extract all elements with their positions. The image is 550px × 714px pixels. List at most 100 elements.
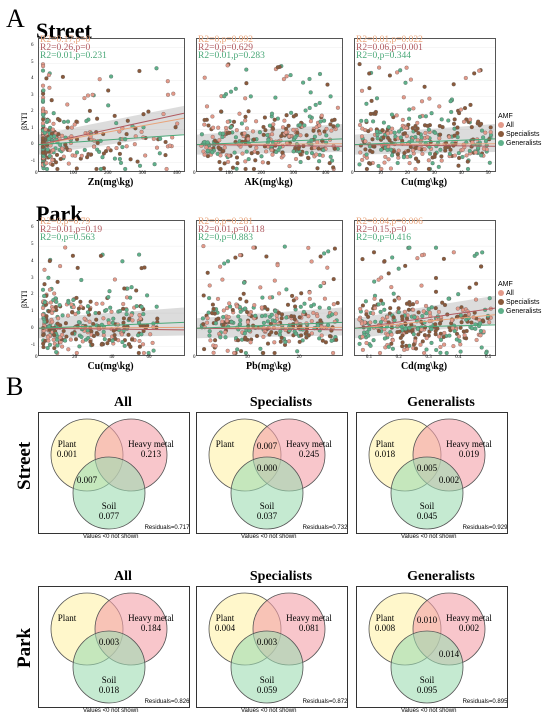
data-point [66, 300, 71, 305]
data-point [419, 327, 424, 332]
data-point [334, 337, 339, 342]
center-value: 0.000 [257, 463, 278, 473]
regression-stat: R2=0,p=0.883 [198, 233, 254, 243]
data-point [426, 158, 431, 163]
center-value: 0.003 [257, 637, 278, 647]
data-point [40, 150, 46, 155]
data-point [473, 297, 479, 302]
data-point [301, 309, 306, 314]
data-point [42, 282, 47, 287]
data-point [253, 313, 258, 318]
data-point [472, 71, 477, 76]
data-point [360, 347, 365, 352]
data-point [304, 329, 309, 334]
data-point [67, 148, 73, 153]
data-point [121, 301, 126, 307]
y-tick-label: 0 [31, 142, 34, 148]
data-point [237, 253, 243, 258]
data-point [298, 304, 303, 309]
data-point [78, 299, 83, 304]
data-point [100, 301, 105, 306]
data-point [264, 254, 269, 259]
data-point [397, 329, 402, 334]
data-point [261, 334, 266, 339]
data-point [101, 316, 106, 321]
data-point [307, 290, 312, 295]
data-point [248, 94, 253, 99]
data-point [461, 119, 467, 124]
data-point [150, 340, 155, 345]
data-point [44, 161, 49, 166]
data-point [228, 89, 234, 94]
data-point [70, 253, 75, 258]
data-point [118, 160, 124, 165]
data-point [460, 154, 465, 160]
y-tick-label: 6 [31, 225, 34, 231]
data-point [217, 159, 222, 165]
x-tick-label: 0.1 [365, 355, 373, 360]
data-point [238, 322, 243, 327]
data-point [98, 166, 103, 171]
data-point [415, 326, 420, 331]
data-point [151, 348, 156, 353]
data-point [114, 146, 119, 151]
data-point [389, 332, 394, 337]
scatter-svg [39, 46, 184, 171]
fit-line [355, 138, 495, 146]
data-point [319, 113, 324, 118]
data-point [452, 328, 457, 334]
data-point [215, 296, 221, 301]
data-point [213, 321, 218, 326]
data-point [404, 125, 409, 131]
data-point [463, 75, 468, 81]
data-point [377, 65, 382, 70]
data-point [439, 117, 444, 122]
scatter-plot-1 [38, 38, 185, 172]
data-point [104, 307, 109, 313]
data-point [154, 145, 160, 150]
data-point [448, 147, 453, 152]
data-point [289, 110, 294, 115]
data-point [467, 148, 472, 153]
legend-generalists-label: Generalists [506, 308, 542, 315]
data-point [455, 125, 460, 130]
data-point [410, 126, 415, 131]
data-point [60, 74, 65, 79]
data-point [298, 159, 303, 165]
data-point [413, 346, 419, 351]
data-point [372, 306, 378, 311]
data-point [315, 139, 320, 144]
venn-panel: Plant 0.008 Heavy metal 0.002 Soil 0.095 0.010… [356, 586, 508, 708]
data-point [373, 319, 378, 324]
data-point [477, 68, 482, 73]
venn-panel: Plant Heavy metal 0.245 Soil 0.037 0.007 0.000… [196, 412, 348, 534]
data-point [137, 338, 142, 344]
center-value: 0.003 [99, 637, 120, 647]
data-point [371, 119, 376, 124]
venn-panel: Plant 0.004 Heavy metal 0.081 Soil 0.059 0.003… [196, 586, 348, 708]
regression-stat: R2=0.04,p=0.006 [356, 217, 423, 227]
data-point [465, 166, 471, 171]
data-point [103, 149, 109, 154]
soil-circle [72, 630, 146, 704]
venn-footer: Values <0 not shown [83, 708, 139, 714]
data-point [222, 145, 227, 150]
data-point [44, 166, 50, 171]
data-point [97, 77, 102, 82]
data-point [87, 108, 92, 113]
data-point [330, 118, 335, 123]
data-point [130, 337, 135, 342]
data-point [87, 307, 93, 312]
data-point [423, 325, 428, 330]
plant-label: Plant [58, 439, 77, 449]
data-point [407, 245, 412, 250]
data-point [324, 133, 329, 138]
data-point [218, 166, 223, 171]
data-point [123, 166, 128, 171]
data-point [385, 314, 390, 320]
data-point [243, 114, 248, 119]
x-tick-label: 60 [146, 355, 152, 360]
data-point [335, 105, 340, 110]
data-point [360, 257, 365, 262]
data-point [456, 292, 461, 297]
